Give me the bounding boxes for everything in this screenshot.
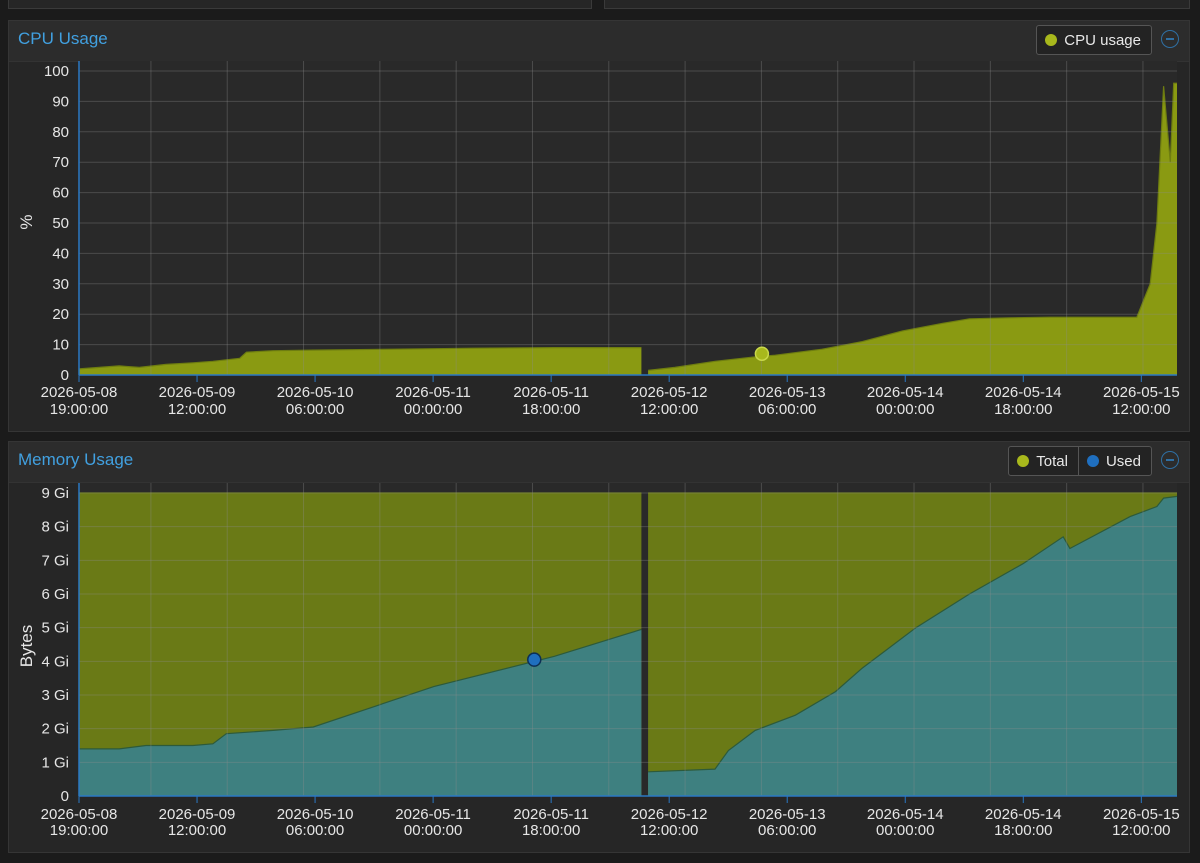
- y-tick-label: 60: [52, 185, 69, 202]
- x-tick-label-time: 06:00:00: [758, 401, 816, 418]
- memory-legend: Total Used: [1008, 446, 1152, 476]
- x-tick-label-time: 06:00:00: [286, 401, 344, 418]
- y-tick-label: 20: [52, 306, 69, 323]
- legend-dot-icon: [1017, 455, 1030, 467]
- x-tick-label-date: 2026-05-10: [277, 806, 354, 823]
- x-tick-label-time: 12:00:00: [640, 822, 698, 839]
- x-tick-label-time: 12:00:00: [1112, 822, 1170, 839]
- legend-label-used: Used: [1105, 452, 1141, 470]
- x-tick-label-date: 2026-05-13: [749, 806, 826, 823]
- y-tick-label: 9 Gi: [41, 485, 69, 502]
- x-tick-label-date: 2026-05-13: [749, 384, 826, 401]
- x-tick-label-date: 2026-05-10: [277, 384, 354, 401]
- x-tick-label-date: 2026-05-15: [1103, 806, 1180, 823]
- y-tick-label: 8 Gi: [41, 519, 69, 536]
- y-axis-label: Bytes: [17, 625, 36, 668]
- x-tick-label-time: 18:00:00: [522, 822, 580, 839]
- y-tick-label: 0: [61, 367, 69, 384]
- x-tick-label-date: 2026-05-15: [1103, 384, 1180, 401]
- x-tick-label-date: 2026-05-12: [631, 384, 708, 401]
- y-tick-label: 70: [52, 154, 69, 171]
- cpu-panel-title: CPU Usage: [18, 29, 108, 48]
- series-cpu-usage-area-0: [79, 347, 642, 375]
- legend-item-cpu-usage[interactable]: CPU usage: [1037, 26, 1151, 54]
- series-used-line-1: [648, 495, 1178, 773]
- x-tick-label-time: 00:00:00: [404, 401, 462, 418]
- y-tick-label: 80: [52, 124, 69, 141]
- y-tick-label: 100: [44, 63, 69, 80]
- memory-panel-title: Memory Usage: [18, 450, 134, 469]
- x-tick-label-time: 19:00:00: [50, 822, 108, 839]
- y-tick-label: 7 Gi: [41, 552, 69, 569]
- y-axis-label: %: [17, 214, 36, 229]
- x-tick-label-time: 06:00:00: [286, 822, 344, 839]
- cpu-collapse-icon[interactable]: [1161, 30, 1179, 48]
- legend-item-used[interactable]: Used: [1077, 447, 1151, 475]
- x-tick-label-time: 12:00:00: [168, 401, 226, 418]
- x-tick-label-time: 00:00:00: [876, 822, 934, 839]
- x-tick-label-date: 2026-05-09: [159, 806, 236, 823]
- memory-chart: 0 1 Gi 2 Gi 3 Gi 4 Gi 5 Gi 6 Gi 7 Gi 8 Gi 9 Gi Byt…: [17, 483, 1180, 839]
- y-tick-label: 30: [52, 276, 69, 293]
- cpu-chart: 0 10 20 30 40 50 60 70 80 90 100% 2026-05-0819:00:0…: [17, 61, 1180, 418]
- y-tick-label: 40: [52, 245, 69, 262]
- memory-collapse-icon[interactable]: [1161, 451, 1179, 469]
- x-tick-label-date: 2026-05-11: [395, 806, 471, 823]
- previous-panels-strip: [0, 0, 1200, 12]
- x-tick-label-time: 00:00:00: [876, 401, 934, 418]
- y-tick-label: 90: [52, 93, 69, 110]
- x-tick-label-date: 2026-05-14: [867, 384, 944, 401]
- previous-panel-right: [604, 0, 1190, 9]
- x-tick-label-date: 2026-05-14: [867, 806, 944, 823]
- y-tick-label: 10: [52, 337, 69, 354]
- hover-point-marker: [527, 652, 542, 667]
- series-cpu-usage-line-0: [78, 347, 642, 370]
- y-tick-label: 3 Gi: [41, 687, 69, 704]
- x-tick-label-date: 2026-05-11: [513, 806, 589, 823]
- legend-item-total[interactable]: Total: [1009, 447, 1078, 475]
- x-tick-label-time: 12:00:00: [1112, 401, 1170, 418]
- x-tick-label-time: 06:00:00: [758, 822, 816, 839]
- y-tick-label: 6 Gi: [41, 586, 69, 603]
- y-tick-label: 4 Gi: [41, 653, 69, 670]
- x-tick-label-time: 19:00:00: [50, 401, 108, 418]
- x-tick-label-date: 2026-05-11: [395, 384, 471, 401]
- legend-label-total: Total: [1036, 452, 1068, 470]
- x-tick-label-date: 2026-05-14: [985, 384, 1062, 401]
- y-tick-label: 5 Gi: [41, 620, 69, 637]
- memory-panel-header: Memory Usage Total Used: [9, 442, 1189, 483]
- x-tick-label-time: 18:00:00: [994, 401, 1052, 418]
- y-tick-label: 2 Gi: [41, 721, 69, 738]
- legend-label-cpu-usage: CPU usage: [1064, 31, 1141, 49]
- x-tick-label-time: 18:00:00: [994, 822, 1052, 839]
- cpu-legend: CPU usage: [1036, 25, 1152, 55]
- x-tick-label-time: 18:00:00: [522, 401, 580, 418]
- legend-dot-icon: [1086, 455, 1099, 467]
- x-tick-label-date: 2026-05-08: [41, 806, 118, 823]
- x-tick-label-time: 12:00:00: [640, 401, 698, 418]
- x-tick-label-date: 2026-05-14: [985, 806, 1062, 823]
- x-tick-label-date: 2026-05-09: [159, 384, 236, 401]
- x-tick-label-time: 00:00:00: [404, 822, 462, 839]
- series-used-area-0: [79, 629, 642, 796]
- x-tick-label-date: 2026-05-11: [513, 384, 589, 401]
- hover-point-marker: [754, 346, 770, 361]
- y-tick-label: 0: [61, 788, 69, 805]
- series-used-line-0: [79, 628, 642, 750]
- x-tick-label-time: 12:00:00: [168, 822, 226, 839]
- legend-dot-icon: [1045, 34, 1058, 46]
- x-tick-label-date: 2026-05-12: [631, 806, 708, 823]
- y-tick-label: 1 Gi: [41, 754, 69, 771]
- previous-panel-left: [8, 0, 592, 9]
- x-tick-label-date: 2026-05-08: [41, 384, 118, 401]
- y-tick-label: 50: [52, 215, 69, 232]
- series-cpu-usage-area-1: [648, 83, 1177, 375]
